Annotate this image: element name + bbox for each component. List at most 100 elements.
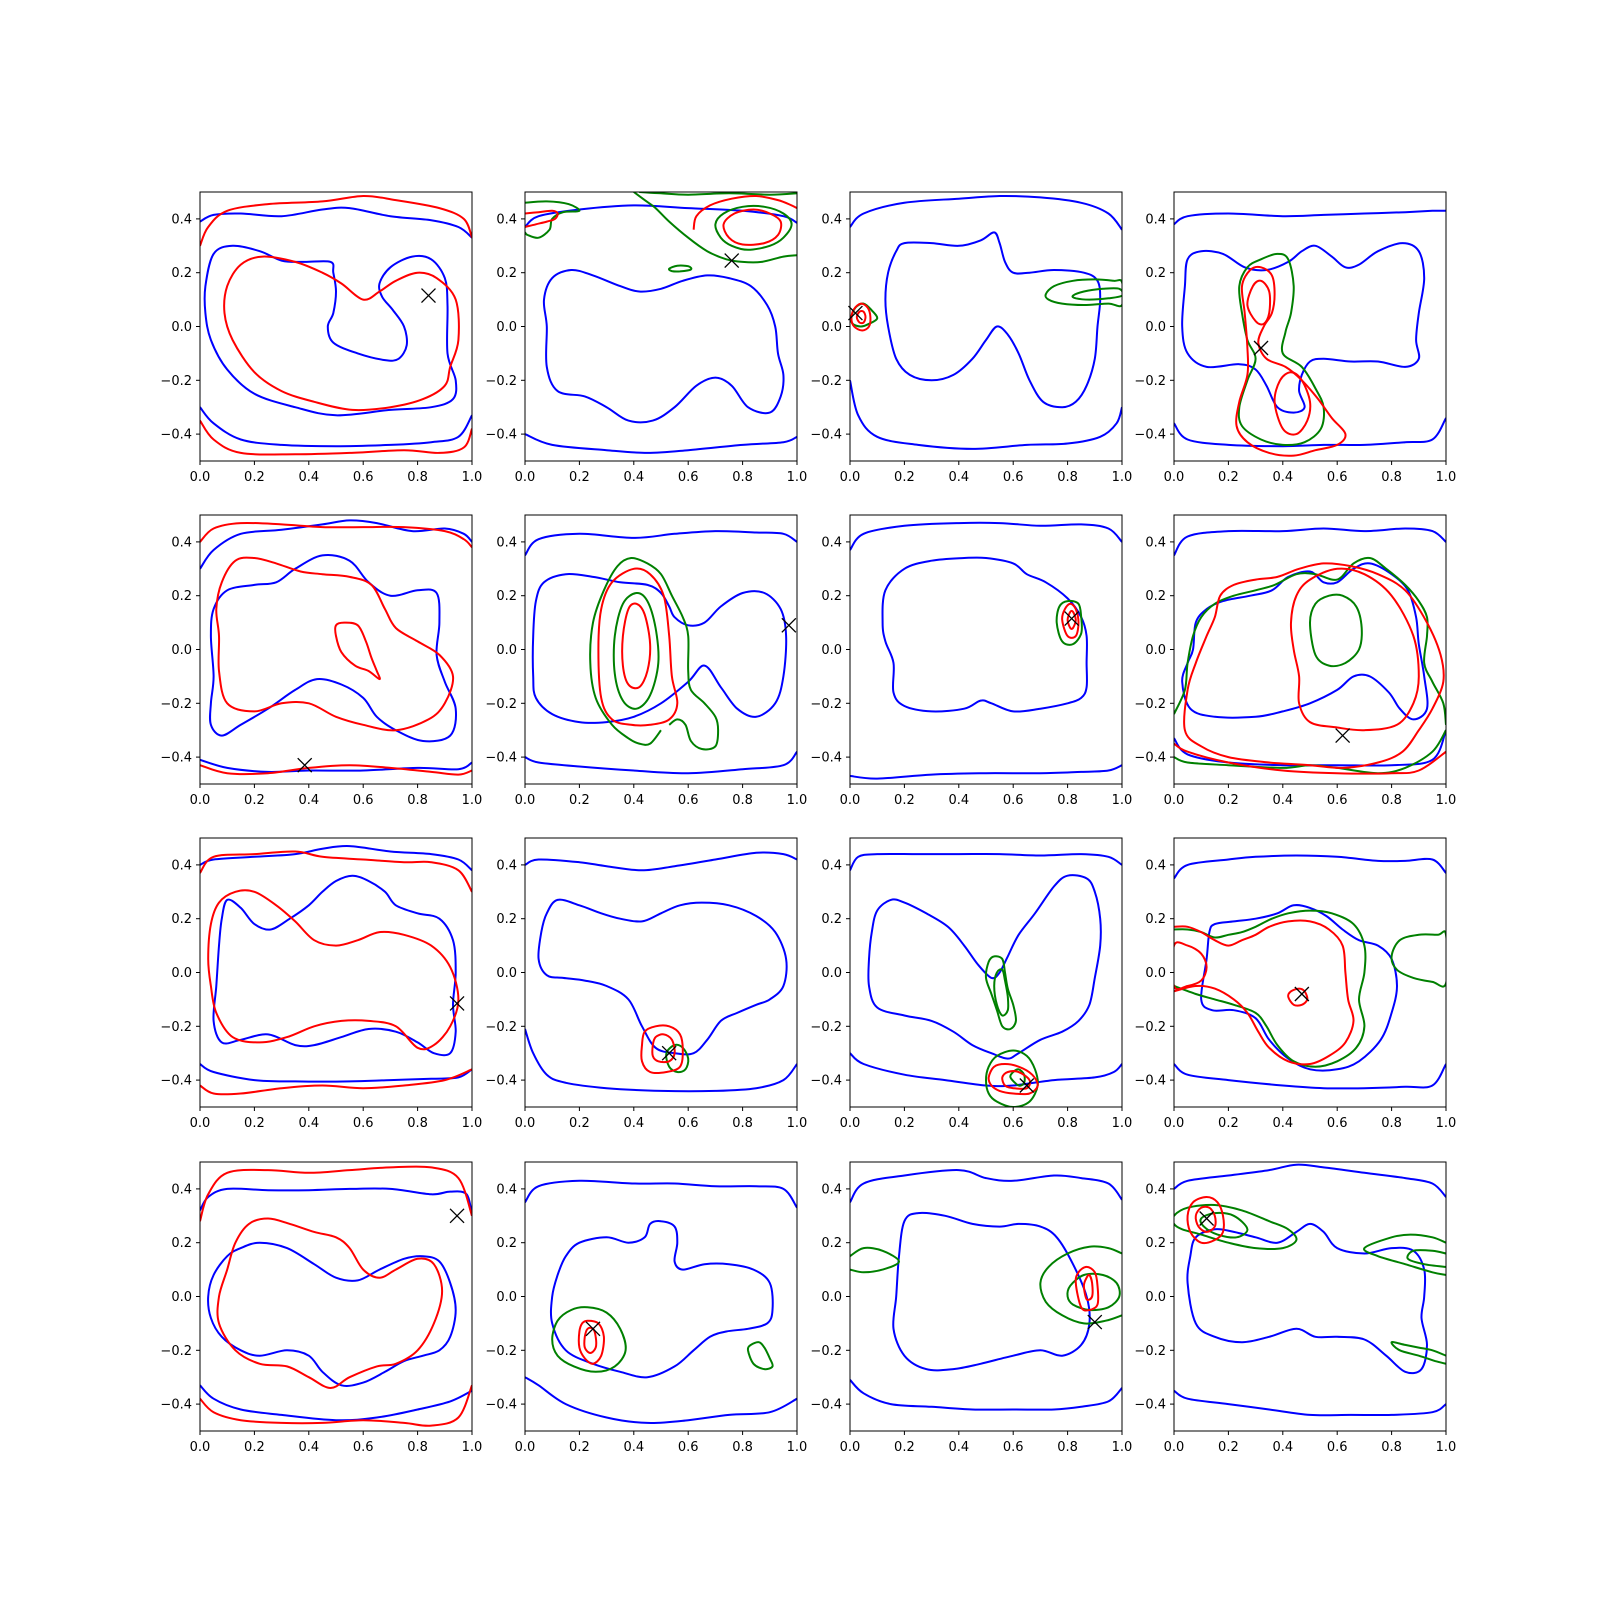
x-marker	[781, 617, 797, 633]
panel-13: 0.0 0.2 0.4 0.6 0.8 1.0 −0.4 −0.2 0.0 0.2 0.4	[160, 1161, 482, 1455]
x-tick-label: 0.4	[948, 793, 969, 808]
blue-contour-line	[200, 1187, 472, 1217]
x-tick-label: 0.2	[894, 793, 915, 808]
y-tick-label: 0.2	[171, 1236, 192, 1251]
green-contour-line	[1174, 909, 1367, 1068]
red-contour-line	[597, 567, 679, 727]
blue-contour-line	[203, 244, 458, 417]
y-tick-label: 0.4	[821, 1182, 842, 1197]
red-contour-line	[334, 621, 381, 681]
x-tick-label: 0.8	[1381, 470, 1402, 485]
panel-6: 0.0 0.2 0.4 0.6 0.8 1.0 −0.4 −0.2 0.0 0.2 0.4	[485, 514, 807, 808]
y-tick-label: 0.2	[821, 266, 842, 281]
y-tick-label: 0.0	[821, 320, 842, 335]
green-contour-line	[665, 1043, 690, 1074]
red-contour-line	[583, 1326, 598, 1354]
x-marker	[1294, 986, 1310, 1002]
y-tick-label: −0.2	[485, 1020, 517, 1035]
green-contour-line	[1174, 729, 1446, 775]
x-tick-label: 0.6	[353, 793, 374, 808]
blue-contour-line	[200, 519, 472, 570]
blue-contour-line	[200, 1063, 472, 1083]
plot-area	[1174, 527, 1446, 775]
red-contour-line	[1194, 1205, 1217, 1233]
y-tick-label: 0.4	[496, 858, 517, 873]
blue-contour-line	[200, 406, 472, 448]
x-tick-label: 0.6	[1327, 470, 1348, 485]
plot-area	[200, 1165, 472, 1427]
x-tick-label: 0.0	[840, 793, 861, 808]
red-contour-line	[1235, 265, 1347, 457]
panel-11: 0.0 0.2 0.4 0.6 0.8 1.0 −0.4 −0.2 0.0 0.2 0.4	[810, 837, 1132, 1131]
green-contour-line	[714, 204, 793, 251]
axes-frame	[849, 191, 1123, 462]
axes-frame	[199, 191, 473, 462]
x-tick-label: 0.8	[1381, 793, 1402, 808]
x-tick-label: 0.4	[298, 470, 319, 485]
blue-contour-line	[850, 521, 1122, 551]
y-tick-label: −0.2	[1134, 1344, 1166, 1359]
red-contour-line	[651, 1033, 676, 1064]
panel-7: 0.0 0.2 0.4 0.6 0.8 1.0 −0.4 −0.2 0.0 0.2 0.4	[810, 514, 1132, 808]
blue-contour-line	[525, 851, 797, 872]
x-tick-label: 0.6	[1003, 1440, 1024, 1455]
red-contour-line	[200, 850, 472, 893]
y-tick-label: −0.4	[810, 751, 842, 766]
y-tick-label: 0.2	[496, 266, 517, 281]
x-tick-label: 0.6	[1327, 1440, 1348, 1455]
blue-contour-line	[1174, 1389, 1446, 1417]
blue-contour-line	[537, 898, 788, 1056]
x-marker	[724, 253, 740, 269]
blue-contour-line	[1174, 209, 1446, 226]
blue-contour-line	[525, 433, 797, 454]
blue-contour-line	[850, 1052, 1122, 1088]
blue-contour-line	[1186, 1222, 1428, 1375]
blue-contour-line	[208, 554, 457, 743]
y-tick-label: 0.2	[821, 1236, 842, 1251]
x-tick-label: 0.2	[1218, 1116, 1239, 1131]
y-tick-label: 0.2	[496, 1236, 517, 1251]
panel-1: 0.0 0.2 0.4 0.6 0.8 1.0 −0.4 −0.2 0.0 0.2 0.4	[160, 191, 482, 485]
plot-area	[200, 194, 472, 456]
red-contour-line	[1186, 1196, 1225, 1245]
green-contour-line	[1363, 1233, 1446, 1276]
blue-contour-line	[200, 845, 472, 872]
green-contour-line	[639, 192, 797, 196]
x-tick-label: 1.0	[787, 1440, 808, 1455]
x-tick-label: 0.6	[1003, 470, 1024, 485]
red-contour-line	[1174, 941, 1208, 991]
blue-contour-line	[850, 1169, 1122, 1203]
y-tick-label: 0.4	[171, 858, 192, 873]
red-contour-line	[987, 1063, 1039, 1096]
y-tick-label: −0.4	[485, 751, 517, 766]
blue-contour-line	[1174, 1163, 1446, 1198]
x-marker	[449, 1208, 465, 1224]
y-tick-label: 0.2	[171, 912, 192, 927]
x-tick-label: 0.6	[353, 1440, 374, 1455]
panel-14: 0.0 0.2 0.4 0.6 0.8 1.0 −0.4 −0.2 0.0 0.2 0.4	[485, 1161, 808, 1455]
plot-area	[525, 530, 797, 775]
x-tick-label: 0.0	[840, 1440, 861, 1455]
x-tick-label: 0.4	[298, 793, 319, 808]
x-marker	[847, 305, 863, 321]
red-contour-line	[1246, 279, 1272, 326]
red-contour-line	[692, 194, 797, 230]
green-contour-line	[1406, 1249, 1446, 1268]
x-tick-label: 0.6	[1327, 1116, 1348, 1131]
x-tick-label: 0.8	[1057, 470, 1078, 485]
red-contour-line	[1074, 1265, 1100, 1312]
blue-contour-line	[1174, 854, 1446, 880]
x-tick-label: 0.2	[569, 1440, 590, 1455]
x-tick-label: 0.8	[732, 470, 753, 485]
y-tick-label: −0.4	[160, 1074, 192, 1089]
x-tick-label: 0.0	[1164, 1440, 1185, 1455]
x-tick-label: 0.8	[1057, 1440, 1078, 1455]
green-contour-line	[1390, 930, 1446, 988]
y-tick-label: 0.4	[171, 1182, 192, 1197]
y-tick-label: −0.2	[485, 1344, 517, 1359]
blue-contour-line	[892, 1211, 1091, 1372]
red-contour-line	[200, 420, 472, 456]
x-marker	[585, 1321, 601, 1337]
red-contour-line	[200, 1068, 472, 1096]
red-contour-line	[1273, 371, 1312, 436]
